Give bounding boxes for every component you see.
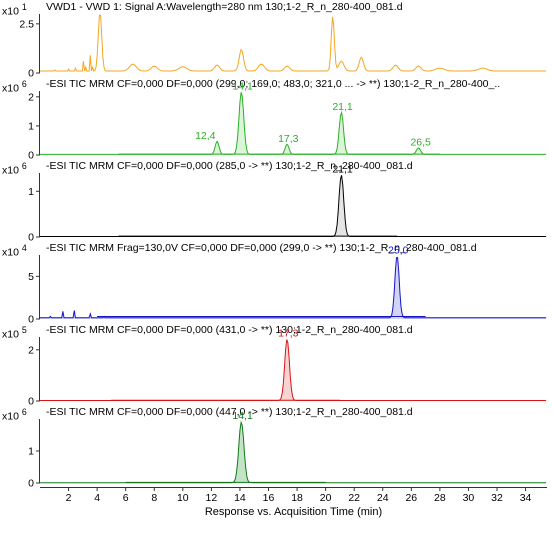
svg-text:1: 1 [28, 446, 34, 458]
svg-text:34: 34 [520, 492, 532, 504]
y-axis: 05 [0, 241, 40, 323]
svg-text:2.5: 2.5 [19, 18, 34, 30]
svg-text:12: 12 [206, 492, 218, 504]
svg-text:0: 0 [28, 150, 34, 160]
y-axis: 02.5 [0, 0, 40, 77]
svg-text:0: 0 [28, 68, 34, 78]
svg-text:1: 1 [28, 186, 34, 198]
svg-text:26: 26 [405, 492, 417, 504]
svg-text:32: 32 [491, 492, 503, 504]
svg-text:20: 20 [320, 492, 332, 504]
svg-text:6: 6 [123, 492, 129, 504]
peak-label: 14,1 [232, 80, 253, 92]
y-axis: 01 [0, 405, 40, 487]
panel-plot: 25,0 [40, 241, 547, 323]
chromatogram-panel: x10 5-ESI TIC MRM CF=0,000 DF=0,000 (431… [0, 323, 553, 405]
y-axis: 02 [0, 323, 40, 405]
peak-label: 14,1 [232, 410, 253, 422]
svg-text:10: 10 [177, 492, 189, 504]
peak-label: 21,1 [332, 101, 353, 113]
svg-text:0: 0 [28, 478, 34, 488]
svg-text:14: 14 [234, 492, 246, 504]
svg-text:30: 30 [463, 492, 475, 504]
svg-text:18: 18 [291, 492, 303, 504]
svg-text:28: 28 [434, 492, 446, 504]
svg-text:8: 8 [151, 492, 157, 504]
svg-text:24: 24 [377, 492, 389, 504]
svg-text:16: 16 [263, 492, 275, 504]
peak-label: 26,5 [410, 137, 431, 149]
chromatogram-panel: x10 1VWD1 - VWD 1: Signal A:Wavelength=2… [0, 0, 553, 77]
svg-text:4: 4 [94, 492, 100, 504]
panel-plot [40, 0, 547, 77]
svg-text:1: 1 [28, 120, 34, 132]
panel-plot: 21,1 [40, 159, 547, 241]
chromatogram-panel: x10 6-ESI TIC MRM CF=0,000 DF=0,000 (447… [0, 405, 553, 487]
peak-label: 25,0 [388, 245, 409, 257]
chromatogram-panel: x10 6-ESI TIC MRM CF=0,000 DF=0,000 (285… [0, 159, 553, 241]
svg-text:5: 5 [28, 271, 34, 283]
panel-plot: 14,1 [40, 405, 547, 487]
chromatogram-panel: x10 6-ESI TIC MRM CF=0,000 DF=0,000 (299… [0, 77, 553, 159]
x-axis: 246810121416182022242628303234Response v… [0, 487, 553, 519]
chromatogram-panel: x10 4-ESI TIC MRM Frag=130,0V CF=0,000 D… [0, 241, 553, 323]
y-axis: 01 [0, 159, 40, 241]
svg-text:2: 2 [28, 344, 34, 356]
peak-label: 12,4 [195, 130, 216, 142]
y-axis: 0 1 2 [0, 77, 40, 159]
svg-text:0: 0 [28, 396, 34, 406]
x-axis-label: Response vs. Acquisition Time (min) [205, 506, 382, 518]
svg-text:0: 0 [28, 314, 34, 324]
svg-text:2: 2 [66, 492, 72, 504]
svg-text:2: 2 [28, 91, 34, 103]
panel-plot: 12,4 14,1 17,3 21,1 26,5 [40, 77, 547, 159]
peak-label: 17,3 [278, 133, 299, 145]
peak-label: 17,3 [278, 328, 299, 340]
panel-plot: 17,3 [40, 323, 547, 405]
svg-text:22: 22 [348, 492, 360, 504]
peak-label: 21,1 [332, 163, 353, 175]
svg-text:0: 0 [28, 232, 34, 242]
